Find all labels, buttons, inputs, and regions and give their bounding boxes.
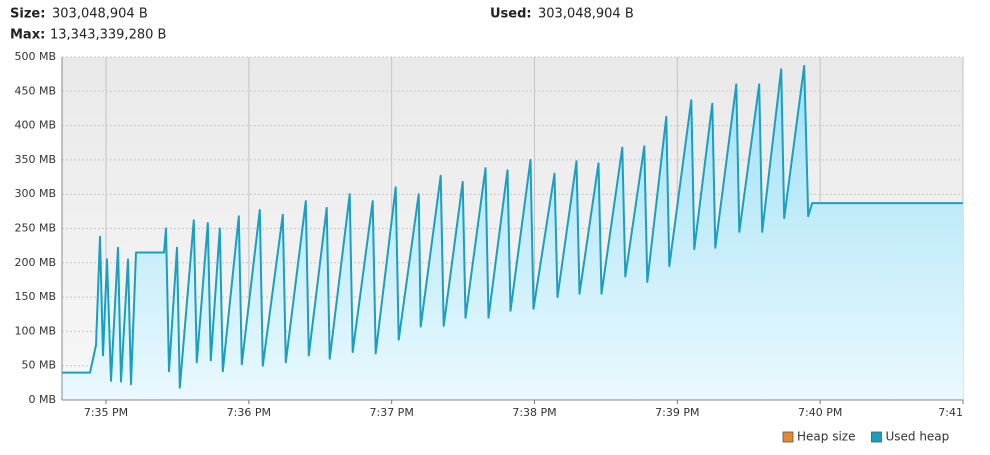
y-tick-label: 0 MB xyxy=(28,393,56,406)
y-tick-label: 500 MB xyxy=(14,50,56,63)
y-tick-label: 50 MB xyxy=(21,359,56,372)
area xyxy=(62,65,963,401)
y-tick-label: 400 MB xyxy=(14,119,56,132)
max-label: Max: xyxy=(10,28,45,43)
legend-label: Used heap xyxy=(885,430,949,444)
legend-swatch xyxy=(871,431,882,443)
x-tick-label: 7:37 PM xyxy=(369,406,413,419)
x-tick-label: 7:36 PM xyxy=(227,406,271,419)
legend-swatch xyxy=(782,431,794,443)
y-tick-label: 100 MB xyxy=(14,324,56,337)
x-tick-label: 7:35 PM xyxy=(84,406,128,419)
size-label: Size: xyxy=(10,7,45,22)
size-value: 303,048,904 B xyxy=(52,7,148,22)
used-label: Used: xyxy=(490,7,532,22)
y-tick-label: 350 MB xyxy=(14,153,56,166)
max-value: 13,343,339,280 B xyxy=(50,28,166,43)
legend-label: Heap size xyxy=(797,430,855,444)
line xyxy=(62,64,963,389)
y-tick-label: 250 MB xyxy=(14,222,56,235)
x-tick-label: 7:38 PM xyxy=(512,406,556,419)
used-value: 303,048,904 B xyxy=(538,7,634,22)
y-tick-label: 200 MB xyxy=(14,256,56,269)
y-tick-label: 300 MB xyxy=(14,187,56,200)
x-tick-label: 7:40 PM xyxy=(798,406,842,419)
x-tick-label: 7:39 PM xyxy=(655,406,699,419)
y-tick-label: 150 MB xyxy=(14,290,56,303)
x-tick-label: 7:41 xyxy=(938,406,963,419)
y-tick-label: 450 MB xyxy=(14,84,56,97)
